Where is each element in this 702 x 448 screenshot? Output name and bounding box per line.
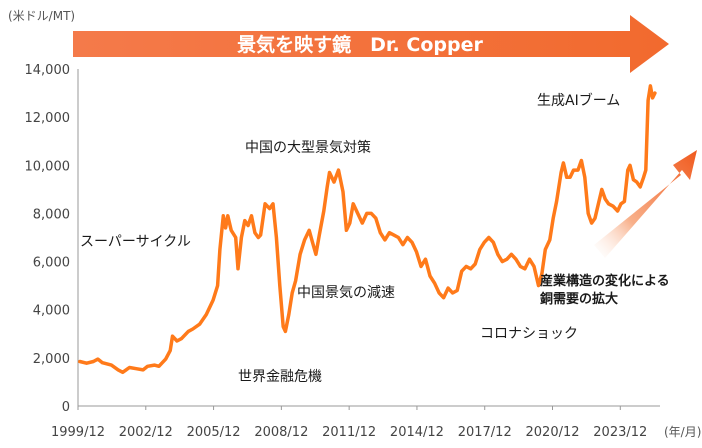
x-tick-label: 2002/12: [119, 425, 173, 440]
annotation-generative-ai-boom: 生成AIブーム: [537, 92, 620, 109]
y-axis-unit-label: (米ドル/MT): [8, 9, 75, 23]
x-tick-label: 2017/12: [458, 425, 512, 440]
x-tick-label: 2005/12: [187, 425, 241, 440]
x-tick-label: 2023/12: [593, 425, 647, 440]
y-tick-label: 14,000: [25, 63, 71, 78]
chart-title: 景気を映す鏡 Dr. Copper: [237, 33, 483, 56]
y-tick-label: 6,000: [33, 256, 70, 271]
annotation-corona-shock: コロナショック: [480, 326, 578, 342]
x-axis-unit-label: (年/月): [664, 425, 701, 439]
x-tick-label: 2008/12: [254, 425, 308, 440]
x-tick-label: 2014/12: [390, 425, 444, 440]
y-tick-labels: 0 2,000 4,000 6,000 8,000 10,000 12,000 14,000: [25, 63, 71, 415]
y-tick-label: 10,000: [25, 159, 71, 174]
y-tick-label: 8,000: [33, 207, 70, 222]
annotation-china-slowdown: 中国景気の減速: [297, 284, 395, 301]
y-tick-label: 0: [62, 400, 70, 415]
annotation-financial-crisis: 世界金融危機: [238, 369, 322, 385]
y-tick-label: 2,000: [33, 352, 70, 367]
annotation-structural-change-line1: 産業構造の変化による: [540, 273, 670, 289]
x-tick-label: 2020/12: [526, 425, 580, 440]
x-tick-label: 1999/12: [51, 425, 105, 440]
y-tick-label: 12,000: [25, 111, 71, 126]
title-banner: 景気を映す鏡 Dr. Copper: [73, 15, 669, 73]
x-tick-labels: 1999/12 2002/12 2005/12 2008/12 2011/12 2014/…: [51, 406, 647, 440]
structural-trend-arrow: [594, 150, 697, 258]
annotation-supercycle: スーパーサイクル: [80, 234, 191, 250]
x-tick-label: 2011/12: [322, 425, 376, 440]
annotation-structural-change-line2: 銅需要の拡大: [540, 291, 618, 307]
annotation-china-stimulus: 中国の大型景気対策: [245, 139, 371, 156]
title-banner-arrow: [73, 15, 669, 73]
copper-price-line: [78, 84, 657, 375]
y-tick-label: 4,000: [33, 304, 70, 319]
